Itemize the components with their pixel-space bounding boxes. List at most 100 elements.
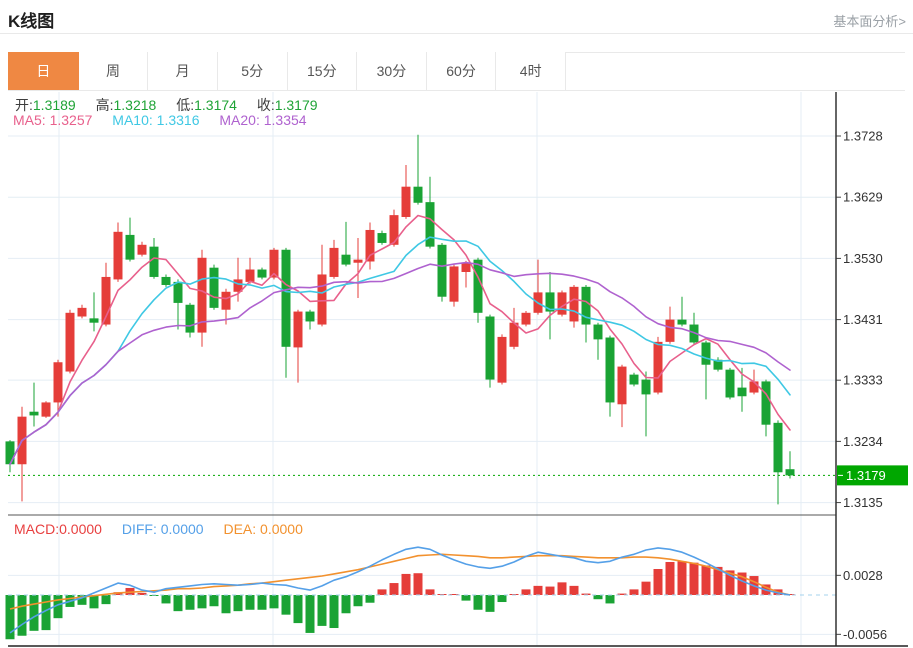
macd-bar [569, 585, 579, 595]
macd-bar [245, 595, 255, 610]
candle-body [461, 262, 471, 272]
candle-body [521, 312, 531, 325]
candle-body [749, 381, 759, 393]
ma20-value: 1.3354 [263, 112, 307, 128]
tab-4hour[interactable]: 4时 [496, 52, 566, 90]
price-tick-label: 1.3135 [843, 495, 883, 510]
candle-body [497, 336, 507, 383]
macd-bar [545, 586, 555, 595]
macd-bar [17, 595, 27, 636]
macd-bar [725, 570, 735, 595]
candle-body [785, 469, 795, 476]
candle-body [581, 286, 591, 325]
candle-body [365, 229, 375, 262]
candle-body [281, 249, 291, 347]
macd-bar [209, 595, 219, 607]
tab-day[interactable]: 日 [8, 52, 79, 90]
tab-15min[interactable]: 15分 [287, 52, 358, 90]
ma5-line [9, 214, 791, 466]
price-tick-label: 1.3333 [843, 373, 883, 388]
candle-body [305, 311, 315, 322]
macd-bar [641, 581, 651, 595]
candle-body [425, 202, 435, 247]
candle-body [665, 319, 675, 342]
candle-body [437, 244, 447, 297]
macd-bar [389, 583, 399, 595]
candle-body [269, 249, 279, 278]
macd-bar [365, 595, 375, 603]
period-tabbar: 日 周 月 5分 15分 30分 60分 4时 [8, 52, 566, 90]
macd-tick-label: -0.0056 [843, 627, 887, 642]
macd-bar [737, 572, 747, 595]
candle-body [389, 215, 399, 245]
candle-body [173, 281, 183, 303]
high-label: 高: [95, 97, 114, 113]
macd-bar [425, 589, 435, 595]
macd-bar [269, 595, 279, 609]
macd-bar [185, 595, 195, 610]
candle-body [353, 259, 363, 263]
candle-body [185, 304, 195, 333]
macd-bar [329, 595, 339, 629]
tab-30min[interactable]: 30分 [357, 52, 427, 90]
candle-body [449, 266, 459, 302]
close-label: 收: [256, 97, 275, 113]
macd-bar [77, 595, 87, 605]
last-price-tag [837, 465, 908, 486]
candle-body [413, 186, 423, 203]
candle-body [293, 311, 303, 348]
candle-body [509, 322, 519, 347]
macd-bar [461, 595, 471, 601]
candle-body [341, 254, 351, 265]
macd-bar [593, 595, 603, 600]
candle-body [125, 234, 135, 260]
candle-body [317, 274, 327, 325]
macd-bar [665, 561, 675, 595]
macd-bar [701, 565, 711, 595]
tab-month[interactable]: 月 [148, 52, 218, 90]
macd-bar [197, 595, 207, 609]
macd-bar [713, 566, 723, 595]
macd-bar [53, 595, 63, 619]
macd-bar [341, 595, 351, 614]
candle-body [245, 269, 255, 282]
macd-bar [293, 595, 303, 624]
macd-bar [233, 595, 243, 612]
macd-bar [173, 595, 183, 612]
candle-body [617, 366, 627, 405]
ma20-line [9, 261, 791, 466]
candle-body [65, 312, 75, 372]
candle-body [473, 259, 483, 313]
tab-week[interactable]: 周 [78, 52, 149, 90]
fundamental-analysis-link[interactable]: 基本面分析> [833, 14, 906, 29]
candle-body [209, 267, 219, 308]
macd-bar [353, 595, 363, 607]
macd-bar [413, 573, 423, 595]
macd-bar [581, 593, 591, 595]
macd-bar [629, 589, 639, 595]
candle-body [41, 402, 51, 417]
dea-line [9, 553, 791, 610]
ma-legend: MA5: 1.3257 MA10: 1.3316 MA20: 1.3354 [13, 112, 307, 128]
last-price-tag-label: 1.3179 [846, 468, 886, 483]
candle-body [137, 244, 147, 255]
macd-bar [653, 569, 663, 595]
candle-body [113, 231, 123, 280]
tab-60min[interactable]: 60分 [426, 52, 497, 90]
candle-body [557, 292, 567, 315]
macd-bar [689, 562, 699, 595]
diff-line [9, 546, 791, 634]
macd-bar [617, 593, 627, 595]
price-tick-label: 1.3728 [843, 129, 883, 144]
macd-bar [485, 595, 495, 612]
macd-bar [557, 582, 567, 595]
tab-5min[interactable]: 5分 [217, 52, 288, 90]
macd-bar [533, 585, 543, 595]
diff-label: DIFF: [121, 521, 161, 537]
candle-body [725, 369, 735, 398]
open-value: 1.3189 [32, 97, 76, 113]
low-value: 1.3174 [194, 97, 237, 113]
macd-bar [221, 595, 231, 614]
